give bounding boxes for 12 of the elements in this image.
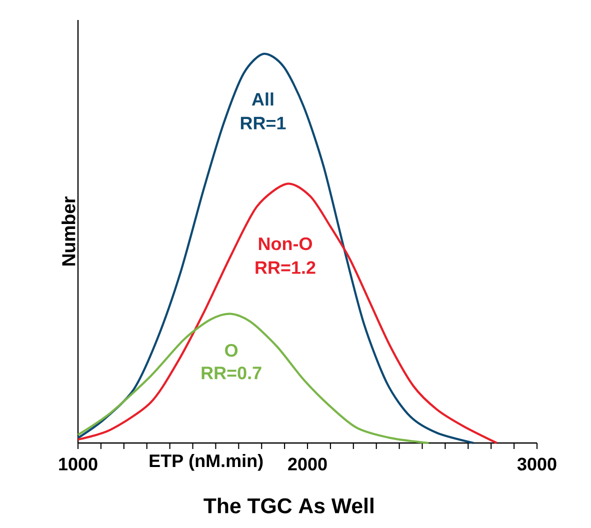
x-axis-title: The TGC As Well — [204, 498, 374, 514]
x-tick-label: 1000 — [59, 458, 98, 470]
series-label: All — [252, 92, 274, 106]
annotation: RR=0.7 — [202, 366, 262, 380]
x-tick-label: 2000 — [288, 458, 327, 470]
annotation: RR=1 — [240, 116, 286, 130]
y-axis-title: Number — [62, 196, 76, 266]
x-tick-label: 3000 — [517, 458, 556, 470]
annotation: RR=1.2 — [256, 261, 316, 274]
series-label: O — [225, 344, 238, 357]
text: ETP (nM.min) — [150, 454, 263, 471]
series-label: Non-O — [258, 237, 312, 250]
